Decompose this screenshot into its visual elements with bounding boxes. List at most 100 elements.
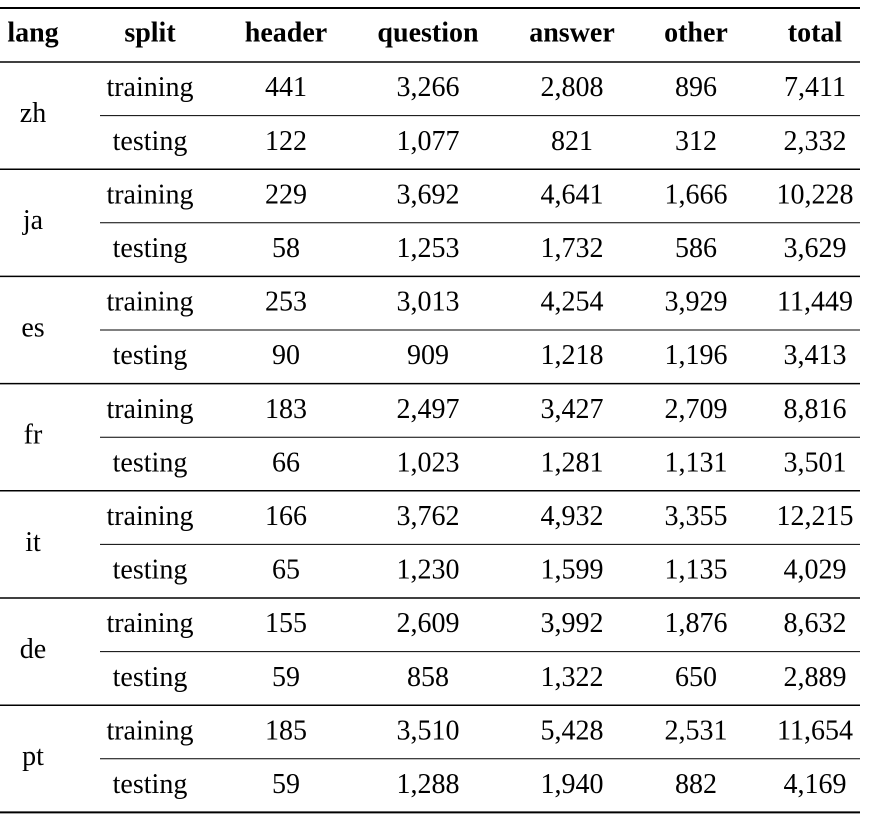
number-cell: 59 bbox=[272, 662, 300, 693]
number-cell: 8,816 bbox=[784, 394, 847, 425]
number-cell: 122 bbox=[265, 126, 307, 157]
column-header: lang bbox=[7, 17, 58, 48]
number-cell: 2,889 bbox=[784, 662, 847, 693]
number-cell: 1,131 bbox=[665, 447, 728, 478]
number-cell: 185 bbox=[265, 715, 307, 746]
number-cell: 3,510 bbox=[397, 715, 460, 746]
split-cell: testing bbox=[113, 447, 188, 478]
number-cell: 11,654 bbox=[777, 715, 853, 746]
number-cell: 1,940 bbox=[541, 769, 604, 800]
column-header: other bbox=[664, 17, 728, 48]
number-cell: 1,230 bbox=[397, 555, 460, 586]
number-cell: 229 bbox=[265, 179, 307, 210]
number-cell: 253 bbox=[265, 287, 307, 318]
number-cell: 1,666 bbox=[665, 179, 728, 210]
split-cell: training bbox=[106, 394, 193, 425]
number-cell: 586 bbox=[675, 233, 717, 264]
number-cell: 312 bbox=[675, 126, 717, 157]
number-cell: 4,254 bbox=[541, 287, 604, 318]
number-cell: 7,411 bbox=[784, 72, 846, 103]
number-cell: 2,497 bbox=[397, 394, 460, 425]
number-cell: 3,629 bbox=[784, 233, 847, 264]
number-cell: 3,266 bbox=[397, 72, 460, 103]
split-cell: testing bbox=[113, 662, 188, 693]
column-header: question bbox=[377, 17, 479, 48]
number-cell: 1,322 bbox=[541, 662, 604, 693]
number-cell: 882 bbox=[675, 769, 717, 800]
split-cell: training bbox=[106, 715, 193, 746]
number-cell: 896 bbox=[675, 72, 717, 103]
number-cell: 1,077 bbox=[397, 126, 460, 157]
number-cell: 3,413 bbox=[784, 340, 847, 371]
lang-cell: zh bbox=[20, 98, 46, 129]
number-cell: 858 bbox=[407, 662, 449, 693]
column-header: total bbox=[788, 17, 843, 48]
column-header: answer bbox=[529, 17, 615, 48]
number-cell: 821 bbox=[551, 126, 593, 157]
number-cell: 3,992 bbox=[541, 608, 604, 639]
number-cell: 650 bbox=[675, 662, 717, 693]
lang-cell: pt bbox=[22, 741, 44, 772]
lang-cell: it bbox=[25, 527, 41, 558]
number-cell: 3,355 bbox=[665, 501, 728, 532]
column-header: header bbox=[245, 17, 327, 48]
number-cell: 909 bbox=[407, 340, 449, 371]
lang-cell: de bbox=[20, 634, 46, 665]
lang-cell: ja bbox=[22, 205, 44, 236]
column-header: split bbox=[124, 17, 176, 48]
number-cell: 90 bbox=[272, 340, 300, 371]
split-cell: training bbox=[106, 179, 193, 210]
number-cell: 155 bbox=[265, 608, 307, 639]
number-cell: 4,169 bbox=[784, 769, 847, 800]
number-cell: 3,692 bbox=[397, 179, 460, 210]
number-cell: 5,428 bbox=[541, 715, 604, 746]
number-cell: 1,599 bbox=[541, 555, 604, 586]
split-cell: testing bbox=[113, 233, 188, 264]
number-cell: 59 bbox=[272, 769, 300, 800]
number-cell: 3,013 bbox=[397, 287, 460, 318]
split-cell: testing bbox=[113, 126, 188, 157]
number-cell: 2,531 bbox=[665, 715, 728, 746]
split-cell: testing bbox=[113, 555, 188, 586]
split-cell: training bbox=[106, 287, 193, 318]
number-cell: 10,228 bbox=[777, 179, 854, 210]
number-cell: 3,762 bbox=[397, 501, 460, 532]
number-cell: 2,808 bbox=[541, 72, 604, 103]
number-cell: 58 bbox=[272, 233, 300, 264]
number-cell: 11,449 bbox=[777, 287, 853, 318]
number-cell: 3,427 bbox=[541, 394, 604, 425]
number-cell: 2,609 bbox=[397, 608, 460, 639]
number-cell: 2,709 bbox=[665, 394, 728, 425]
number-cell: 1,218 bbox=[541, 340, 604, 371]
lang-cell: fr bbox=[24, 420, 43, 451]
number-cell: 12,215 bbox=[777, 501, 854, 532]
number-cell: 1,196 bbox=[665, 340, 728, 371]
number-cell: 4,029 bbox=[784, 555, 847, 586]
number-cell: 183 bbox=[265, 394, 307, 425]
number-cell: 3,929 bbox=[665, 287, 728, 318]
number-cell: 2,332 bbox=[784, 126, 847, 157]
number-cell: 441 bbox=[265, 72, 307, 103]
split-cell: testing bbox=[113, 340, 188, 371]
number-cell: 8,632 bbox=[784, 608, 847, 639]
number-cell: 1,253 bbox=[397, 233, 460, 264]
number-cell: 4,932 bbox=[541, 501, 604, 532]
number-cell: 1,732 bbox=[541, 233, 604, 264]
split-cell: training bbox=[106, 608, 193, 639]
number-cell: 166 bbox=[265, 501, 307, 532]
number-cell: 1,288 bbox=[397, 769, 460, 800]
lang-cell: es bbox=[21, 312, 44, 343]
split-cell: training bbox=[106, 501, 193, 532]
split-cell: testing bbox=[113, 769, 188, 800]
number-cell: 1,876 bbox=[665, 608, 728, 639]
number-cell: 1,281 bbox=[541, 447, 604, 478]
split-cell: training bbox=[106, 72, 193, 103]
number-cell: 1,023 bbox=[397, 447, 460, 478]
number-cell: 1,135 bbox=[665, 555, 728, 586]
number-cell: 4,641 bbox=[541, 179, 604, 210]
number-cell: 3,501 bbox=[784, 447, 847, 478]
number-cell: 66 bbox=[272, 447, 300, 478]
number-cell: 65 bbox=[272, 555, 300, 586]
